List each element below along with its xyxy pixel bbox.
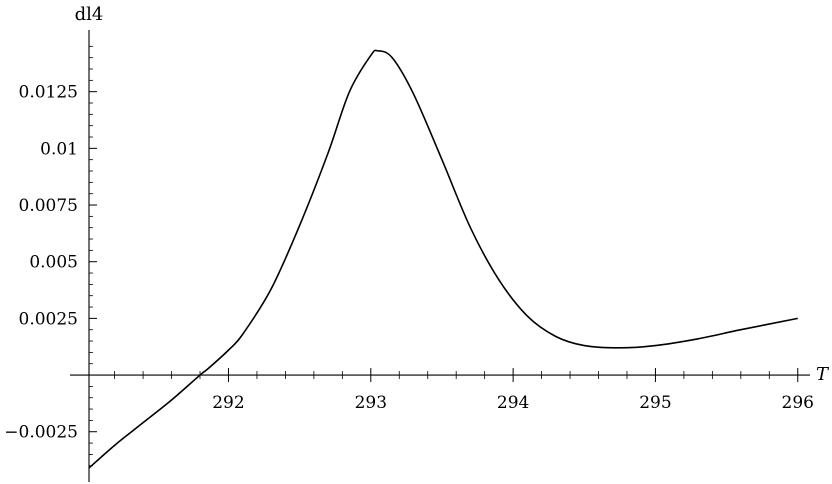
x-tick-label: 293 [355,393,387,413]
x-tick-label: 295 [639,393,671,413]
series-line-dl4 [88,49,798,469]
x-axis-title: T [816,364,830,385]
x-tick-label: 294 [497,393,529,413]
y-tick-label: 0.0125 [19,83,78,103]
x-tick-label: 292 [212,393,244,413]
y-tick-label: 0.005 [29,253,78,273]
y-tick-label: 0.01 [40,139,78,159]
y-tick-label: 0.0075 [19,196,78,216]
y-axis-title: dl4 [75,4,104,25]
y-tick-label: −0.0025 [4,423,78,443]
y-axis-ticks: −0.0025 0.0025 0.005 0.0075 0.01 0.0125 [4,83,97,443]
x-axis-ticks: 292 293 294 295 296 [212,368,814,413]
x-tick-label: 296 [782,393,814,413]
y-tick-label: 0.0025 [19,309,78,329]
